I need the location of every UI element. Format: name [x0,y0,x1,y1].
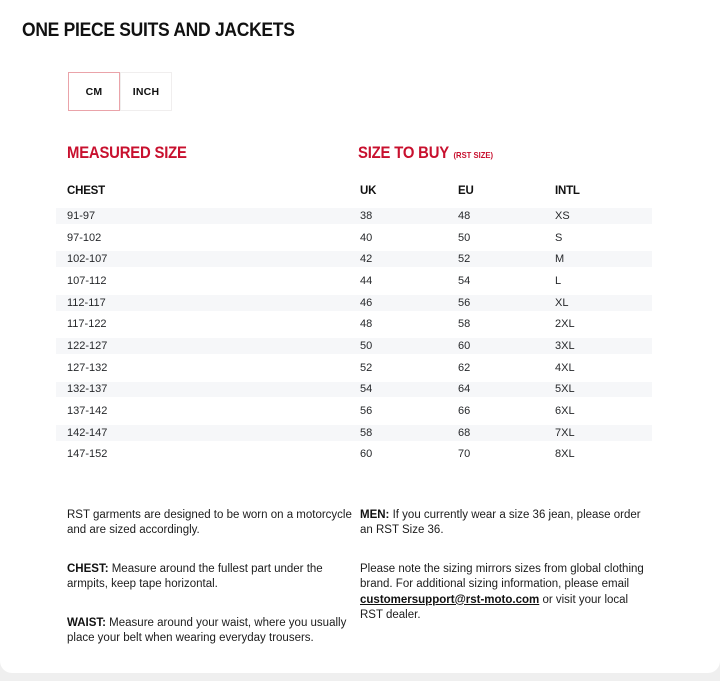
table-cell: 42 [360,253,373,266]
size-table-header: CHEST UK EU INTL [56,184,652,197]
table-cell: 70 [458,448,471,461]
table-cell: 48 [458,209,471,222]
table-row: 112-117 46 56 XL [56,294,652,311]
column-header-chest: CHEST [67,184,105,197]
table-cell: 40 [360,231,373,244]
table-cell: 107-112 [67,274,107,287]
table-cell: 117-122 [67,318,107,331]
table-cell: 50 [458,231,471,244]
table-cell: 127-132 [67,361,108,374]
note-sizing-post: or visit your local RST dealer. [360,593,629,622]
table-cell: 58 [360,426,373,439]
table-cell: 132-137 [67,383,108,396]
table-cell: 38 [360,209,373,222]
table-cell: 6XL [555,405,575,418]
table-cell: 112-117 [67,296,106,309]
table-cell: 54 [458,274,471,287]
table-cell: 5XL [555,383,575,396]
support-email-link[interactable]: customersupport@rst-moto.com [360,593,540,606]
table-cell: 60 [458,340,471,353]
note-paragraph-label: WAIST: [67,616,106,629]
note-men: MEN: If you currently wear a size 36 jea… [360,508,645,539]
unit-toggle-inch[interactable]: INCH [120,72,172,111]
table-row: 127-132 52 62 4XL [56,360,652,376]
table-row: 142-147 58 68 7XL [56,424,652,441]
table-cell: 64 [458,383,471,396]
table-cell: M [555,253,565,266]
table-cell: 68 [458,426,471,439]
table-cell: 122-127 [67,340,108,353]
measured-size-label: MEASURED SIZE [67,144,187,162]
table-cell: 48 [360,318,373,331]
column-header-uk: UK [360,184,377,197]
table-cell: 52 [360,361,373,374]
size-to-buy-label: SIZE TO BUY [358,144,449,162]
table-cell: 142-147 [67,426,108,439]
note-men-label: MEN: [360,509,390,521]
table-cell: 7XL [555,426,575,439]
notes-left-column: RST garments are designed to be worn on … [67,508,360,669]
table-cell: 46 [360,296,373,309]
table-cell: 8XL [555,448,575,461]
table-row: 132-137 54 64 5XL [56,381,652,398]
table-cell: XL [555,296,569,309]
table-row: 102-107 42 52 M [56,251,652,268]
table-cell: 62 [458,361,471,374]
column-header-intl: INTL [555,184,580,197]
table-cell: 56 [458,296,471,309]
table-cell: 147-152 [67,448,108,461]
table-cell: 91-97 [67,209,96,222]
table-row: 147-152 60 70 8XL [56,447,652,463]
table-cell: 3XL [555,340,575,353]
note-paragraph: CHEST: Measure around the fullest part u… [67,562,323,591]
table-row: 97-102 40 50 S [56,230,652,246]
note-paragraph-label: CHEST: [67,562,109,575]
table-row: 91-97 38 48 XS [56,208,652,224]
table-row: 117-122 48 58 2XL [56,316,652,332]
table-row: 137-142 56 66 6XL [56,403,652,419]
note-paragraph: RST garments are designed to be worn on … [67,509,352,537]
size-table-body: 91-97 38 48 XS 97-102 40 50 S 102-107 42 52 M 107-11… [56,208,652,462]
note-paragraph: WAIST: Measure around your waist, where … [67,616,347,645]
page-title: ONE PIECE SUITS AND JACKETS [22,20,295,41]
size-table: CHEST UK EU INTL 91-97 38 48 XS 97-102 40 50 S 1… [56,184,652,468]
unit-toggle: CM INCH [68,72,172,111]
notes-right-column: MEN: If you currently wear a size 36 jea… [360,508,653,669]
measured-size-heading: MEASURED SIZE [67,144,187,163]
table-cell: 66 [458,405,471,418]
table-cell: 54 [360,383,373,396]
table-cell: 60 [360,448,373,461]
table-cell: 56 [360,405,373,418]
table-cell: 44 [360,274,373,287]
table-cell: S [555,231,563,244]
note-sizing-info: Please note the sizing mirrors sizes fro… [360,562,645,624]
column-header-eu: EU [458,184,474,197]
unit-toggle-cm[interactable]: CM [68,72,120,111]
rst-size-sublabel: (RST SIZE) [453,150,494,160]
table-cell: 4XL [555,361,575,374]
table-cell: L [555,274,562,287]
table-cell: 58 [458,318,471,331]
table-cell: 102-107 [67,253,108,266]
table-cell: XS [555,209,570,222]
sizing-notes: RST garments are designed to be worn on … [67,508,653,669]
table-cell: 97-102 [67,231,102,244]
table-cell: 50 [360,340,373,353]
table-row: 107-112 44 54 L [56,273,652,289]
table-cell: 52 [458,253,471,266]
table-row: 122-127 50 60 3XL [56,338,652,354]
table-cell: 2XL [555,318,575,331]
note-sizing-pre: Please note the sizing mirrors sizes fro… [360,562,644,591]
table-cell: 137-142 [67,405,108,418]
note-men-text: If you currently wear a size 36 jean, pl… [360,509,641,537]
size-to-buy-heading: SIZE TO BUY (RST SIZE) [358,144,493,163]
